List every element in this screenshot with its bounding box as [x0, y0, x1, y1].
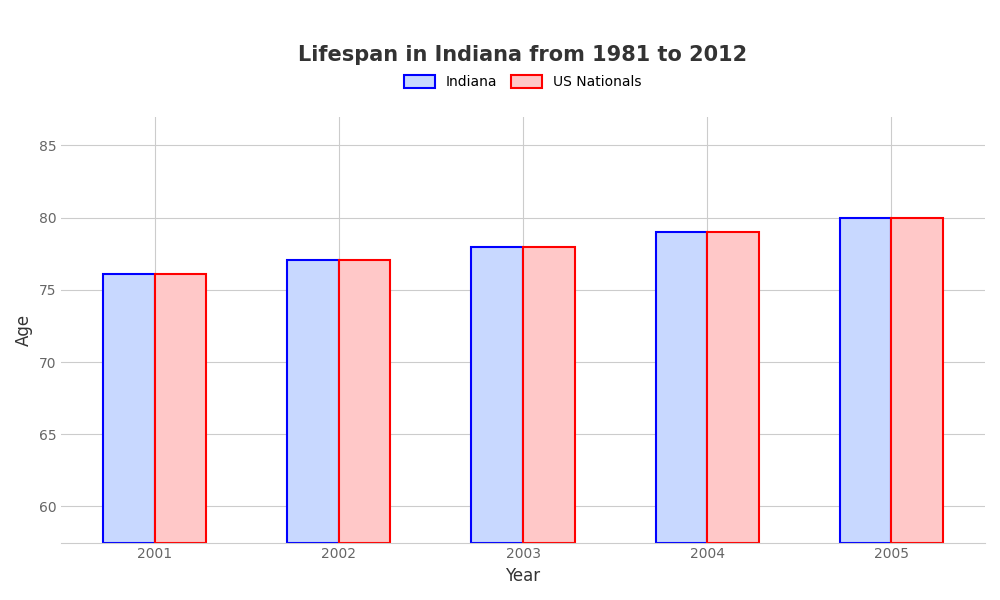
Bar	[339, 260, 390, 542]
Legend: Indiana, US Nationals: Indiana, US Nationals	[397, 68, 649, 96]
Bar	[523, 247, 575, 542]
Title: Lifespan in Indiana from 1981 to 2012: Lifespan in Indiana from 1981 to 2012	[298, 45, 748, 65]
Bar	[287, 260, 339, 542]
Bar	[155, 274, 206, 542]
Bar	[103, 274, 155, 542]
Bar	[471, 247, 523, 542]
Bar	[707, 232, 759, 542]
Y-axis label: Age: Age	[15, 314, 33, 346]
Bar	[891, 218, 943, 542]
X-axis label: Year: Year	[505, 567, 541, 585]
Bar	[656, 232, 707, 542]
Bar	[840, 218, 891, 542]
